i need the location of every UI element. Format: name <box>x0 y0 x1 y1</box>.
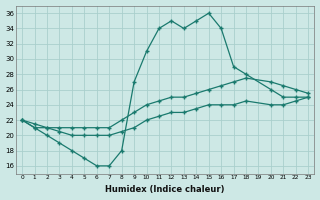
X-axis label: Humidex (Indice chaleur): Humidex (Indice chaleur) <box>106 185 225 194</box>
